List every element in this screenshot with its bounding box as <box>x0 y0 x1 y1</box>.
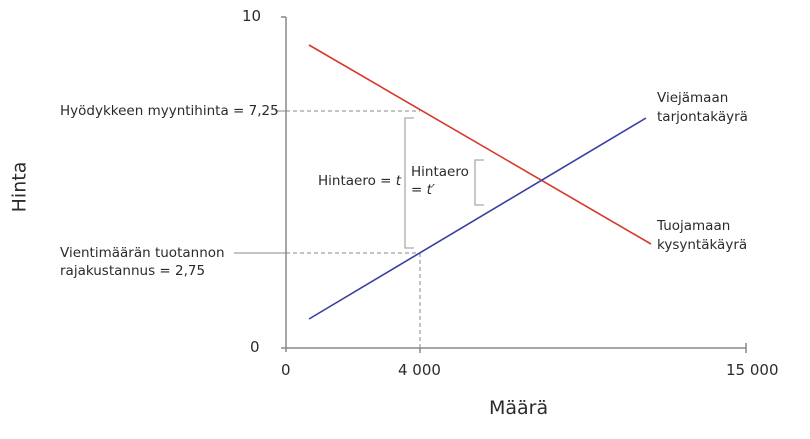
y-tick-0: 0 <box>250 338 260 356</box>
price-label: Hyödykkeen myyntihinta = 7,25 <box>60 103 279 119</box>
x-tick-label-0: 0 <box>281 361 291 379</box>
supply-label-line2: tarjontakäyrä <box>657 109 748 125</box>
demand-curve <box>308 44 652 245</box>
x-tick-label-15000: 15 000 <box>726 361 779 379</box>
demand-label-line1: Tuojamaan <box>657 218 731 234</box>
gap-t-prime-line2: = t′ <box>411 181 435 199</box>
gap-t-prime-line1: Hintaero <box>411 164 469 180</box>
y-axis-title: Hinta <box>8 161 31 213</box>
supply-curve <box>308 117 647 320</box>
gap-t-text: Hintaero = <box>318 173 396 189</box>
cost-label-line2: rajakustannus = 2,75 <box>60 263 206 279</box>
gap-t-prime-eq: = <box>411 182 427 198</box>
bracket-t <box>404 117 414 249</box>
cost-label-line1: Vientimäärän tuotannon <box>60 245 225 261</box>
gap-t-prime-var: t′ <box>426 182 435 198</box>
bracket-t-prime <box>474 159 484 206</box>
demand-label-line2: kysyntäkäyrä <box>657 237 748 253</box>
supply-label-line1: Viejämaan <box>657 90 729 106</box>
x-axis-title: Määrä <box>489 397 549 419</box>
gap-t-var: t <box>395 173 402 189</box>
x-tick-label-4000: 4 000 <box>398 361 441 379</box>
gap-t-label: Hintaero = t <box>318 172 401 190</box>
y-tick-10: 10 <box>242 7 262 25</box>
